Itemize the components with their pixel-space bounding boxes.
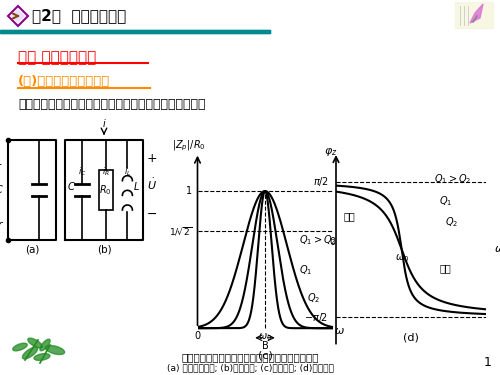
Text: (a): (a): [25, 244, 39, 254]
Text: $Q_2$: $Q_2$: [307, 291, 320, 304]
Text: $\omega$: $\omega$: [494, 244, 500, 254]
Text: $Q_1>Q_2$: $Q_1>Q_2$: [299, 233, 337, 247]
Ellipse shape: [22, 347, 38, 359]
Text: 感性: 感性: [344, 211, 355, 221]
Bar: [0, 0, 500, 32]
Text: $i$: $i$: [102, 117, 106, 129]
Polygon shape: [11, 9, 25, 23]
Text: +: +: [147, 152, 158, 165]
Text: $\dot{U}$: $\dot{U}$: [147, 177, 157, 192]
Text: 并联谐振回路其等效电路、阻抗特性和辐角特性如图所示: 并联谐振回路其等效电路、阻抗特性和辐角特性如图所示: [18, 98, 206, 111]
Ellipse shape: [46, 345, 64, 354]
Text: (c): (c): [258, 350, 272, 360]
Text: $Q_1>Q_2$: $Q_1>Q_2$: [434, 172, 471, 186]
Text: $1/\!\sqrt{2}$: $1/\!\sqrt{2}$: [170, 225, 192, 237]
Ellipse shape: [28, 338, 42, 348]
Text: 容性: 容性: [439, 263, 451, 273]
Text: −: −: [147, 208, 158, 221]
Text: r: r: [0, 220, 2, 230]
Polygon shape: [470, 4, 483, 23]
Bar: [98, 170, 112, 210]
Text: $\pi/2$: $\pi/2$: [312, 175, 328, 188]
Text: C: C: [68, 182, 74, 192]
Text: 第2章  高频电路基础: 第2章 高频电路基础: [32, 9, 126, 24]
Text: L: L: [134, 182, 139, 192]
Text: $\omega$: $\omega$: [334, 326, 344, 336]
Bar: [0, 30, 270, 33]
Text: 0: 0: [330, 237, 336, 247]
Text: $Q_1$: $Q_1$: [439, 194, 452, 208]
Text: 0: 0: [194, 331, 200, 341]
Text: $-\pi/2$: $-\pi/2$: [304, 311, 328, 324]
Text: $\omega_0$: $\omega_0$: [394, 252, 408, 264]
Polygon shape: [8, 6, 28, 26]
Text: B: B: [262, 341, 268, 351]
Ellipse shape: [12, 343, 28, 351]
Text: $Q_1$: $Q_1$: [299, 263, 312, 277]
Text: L: L: [0, 157, 2, 167]
Bar: [455, 2, 493, 28]
Text: (b): (b): [96, 244, 112, 254]
Text: $i_L$: $i_L$: [124, 166, 131, 178]
Text: (一)并联谐振产生的条件: (一)并联谐振产生的条件: [18, 75, 110, 88]
Text: $\omega_0$: $\omega_0$: [258, 331, 272, 343]
Ellipse shape: [40, 339, 50, 351]
Text: $Q_2$: $Q_2$: [445, 216, 458, 229]
Text: $i_C$: $i_C$: [78, 166, 86, 178]
Text: $|Z_p|/R_0$: $|Z_p|/R_0$: [172, 138, 206, 153]
Text: 1: 1: [186, 186, 192, 196]
Text: 二、 并联谐振回路: 二、 并联谐振回路: [18, 50, 96, 65]
Ellipse shape: [34, 354, 50, 360]
Bar: [0, 30, 270, 33]
Text: C: C: [0, 185, 2, 195]
Text: (a) 并联谐振回路; (b)等效电路; (c)阻抗特性; (d)辐角特性: (a) 并联谐振回路; (b)等效电路; (c)阻抗特性; (d)辐角特性: [166, 363, 334, 372]
Text: 1: 1: [484, 356, 492, 369]
Text: 并联谐振回路及其等效电路、阻抗特性和辐角特性: 并联谐振回路及其等效电路、阻抗特性和辐角特性: [181, 352, 319, 362]
Text: $i_R$: $i_R$: [102, 166, 110, 178]
Text: $\varphi_z$: $\varphi_z$: [324, 146, 337, 158]
Text: (d): (d): [403, 332, 419, 342]
Text: $R_0$: $R_0$: [99, 183, 112, 197]
